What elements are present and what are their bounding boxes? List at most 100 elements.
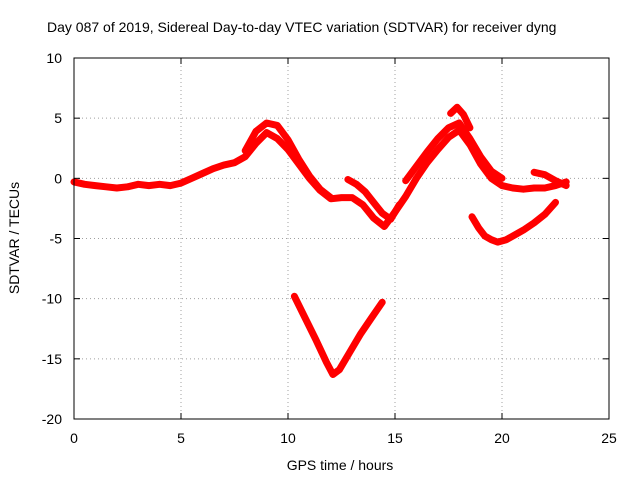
data-point <box>477 153 484 160</box>
data-point <box>466 135 473 142</box>
data-point <box>454 104 461 111</box>
data-point <box>359 201 366 208</box>
y-axis-title: SDTVAR / TECUs <box>6 182 22 294</box>
data-point <box>145 182 152 189</box>
data-point <box>531 219 538 226</box>
series-track-rise <box>402 119 506 185</box>
data-point <box>520 227 527 234</box>
data-point <box>302 314 309 321</box>
data-point <box>552 177 559 184</box>
data-point <box>368 314 375 321</box>
data-point <box>312 336 319 343</box>
data-point <box>317 186 324 193</box>
data-point <box>552 199 559 206</box>
data-point <box>396 201 403 208</box>
series-track-v <box>290 292 386 378</box>
y-tick-label: -15 <box>42 351 62 367</box>
data-point <box>541 211 548 218</box>
data-point <box>475 224 482 231</box>
data-point <box>503 236 510 243</box>
data-point <box>424 159 431 166</box>
data-point <box>349 194 356 201</box>
data-point <box>274 135 281 142</box>
data-point <box>353 181 360 188</box>
data-point <box>402 193 409 200</box>
data-point <box>274 122 281 129</box>
data-point <box>210 165 217 172</box>
data-point <box>379 210 386 217</box>
data-point <box>424 148 431 155</box>
data-point <box>370 215 377 221</box>
x-tick-label: 10 <box>280 430 296 446</box>
axis-ticks: 0 5 10 15 20 25 -20 -15 -10 -5 0 5 10 <box>42 50 617 446</box>
data-point <box>520 186 527 193</box>
data-point <box>135 181 142 188</box>
data-point <box>460 111 467 118</box>
data-point <box>563 182 570 189</box>
data-series <box>70 103 570 378</box>
data-point <box>499 175 505 182</box>
data-point <box>344 176 351 183</box>
y-tick-label: -10 <box>42 291 62 307</box>
data-point <box>199 170 206 177</box>
data-point <box>413 163 420 170</box>
y-tick-label: 0 <box>54 170 62 186</box>
data-point <box>242 153 249 160</box>
data-point <box>263 129 270 136</box>
data-point <box>402 177 409 184</box>
data-point <box>466 124 473 131</box>
data-point <box>370 199 377 206</box>
y-tick-label: 5 <box>54 110 62 126</box>
data-point <box>291 293 298 300</box>
data-point <box>156 181 163 188</box>
x-tick-label: 25 <box>601 430 617 446</box>
data-point <box>511 231 518 238</box>
data-point <box>381 223 388 230</box>
data-point <box>336 366 343 373</box>
data-point <box>445 124 452 131</box>
data-point <box>295 156 302 163</box>
data-point <box>323 359 330 366</box>
data-point <box>92 182 99 189</box>
data-point <box>329 371 336 378</box>
data-point <box>347 348 354 355</box>
data-point <box>242 147 249 154</box>
data-point <box>499 182 505 189</box>
series-track-peak <box>447 103 474 132</box>
y-tick-label: -5 <box>50 231 63 247</box>
data-point <box>357 330 364 337</box>
y-tick-label: 10 <box>46 50 62 66</box>
x-tick-label: 5 <box>177 430 185 446</box>
chart-title: Day 087 of 2019, Sidereal Day-to-day VTE… <box>47 19 556 35</box>
data-point <box>488 236 495 243</box>
data-point <box>509 185 516 191</box>
data-point <box>488 175 495 182</box>
data-point <box>456 120 463 126</box>
data-point <box>231 159 238 166</box>
data-point <box>124 183 131 190</box>
x-axis-title: GPS time / hours <box>287 457 394 473</box>
data-point <box>338 194 345 201</box>
x-tick-label: 0 <box>70 430 78 446</box>
data-point <box>434 135 441 142</box>
data-point <box>541 185 548 191</box>
data-point <box>252 128 259 135</box>
data-point <box>263 120 270 126</box>
data-point <box>103 183 110 190</box>
data-point <box>531 169 538 176</box>
data-point <box>188 175 195 182</box>
data-point <box>285 136 291 143</box>
data-point <box>488 168 495 175</box>
data-point <box>434 146 441 153</box>
data-point <box>494 239 501 246</box>
data-point <box>469 213 475 220</box>
data-point <box>445 134 452 141</box>
data-point <box>481 233 488 240</box>
data-point <box>387 216 394 223</box>
data-point <box>113 185 120 191</box>
y-tick-label: -20 <box>42 411 62 427</box>
data-point <box>531 185 538 191</box>
data-point <box>81 181 88 188</box>
data-point <box>447 110 454 117</box>
